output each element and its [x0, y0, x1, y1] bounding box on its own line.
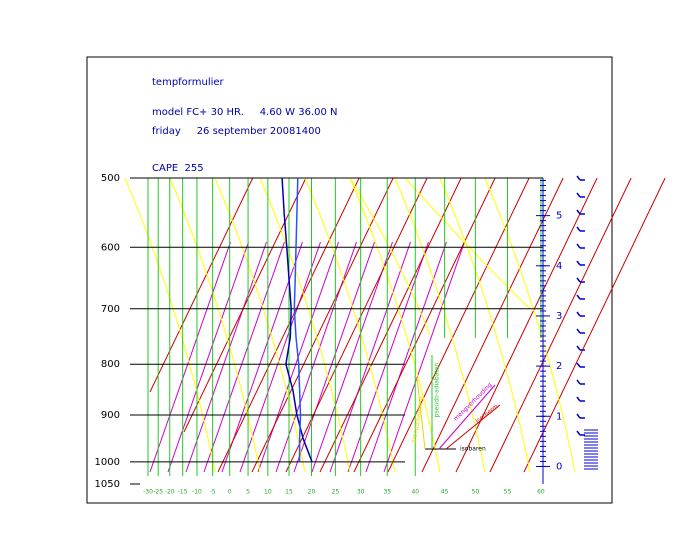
barb — [576, 175, 581, 181]
barb — [576, 311, 581, 317]
mixing-line — [239, 241, 321, 473]
y-tick-label: 500 — [101, 173, 120, 184]
x-tick-label: 40 — [411, 489, 419, 496]
isotherm-line — [149, 177, 254, 393]
legend-line — [438, 384, 496, 450]
x-tick-label: 30 — [357, 489, 365, 496]
dry-adiabat — [259, 177, 351, 473]
dry-adiabat — [349, 177, 431, 336]
x-tick-label: -10 — [192, 489, 202, 496]
subtitle: model FC+ 30 HR. 4.60 W 36.00 N — [152, 107, 338, 118]
x-tick-label: 10 — [264, 489, 272, 496]
barb — [576, 379, 581, 385]
dry-adiabat — [439, 177, 531, 473]
barb — [576, 243, 581, 249]
y-tick-label: 800 — [101, 359, 120, 370]
x-tick-label: 60 — [537, 489, 545, 496]
barb — [576, 345, 581, 351]
y2-tick-label: 1 — [556, 411, 562, 422]
y2-tick-label: 3 — [556, 311, 562, 322]
y2-tick-label: 5 — [556, 211, 562, 222]
isotherm-line — [285, 177, 428, 473]
x-tick-label: 5 — [246, 489, 250, 496]
x-tick-label: 35 — [383, 489, 391, 496]
legend-line — [416, 377, 426, 450]
isotherm-line — [421, 177, 564, 473]
x-tick-label: 20 — [308, 489, 316, 496]
barb — [576, 192, 581, 198]
mixing-line — [167, 241, 249, 473]
x-tick-label: 15 — [285, 489, 293, 496]
date: friday 26 september 20081400 — [152, 126, 321, 137]
barb — [576, 294, 581, 300]
dry-adiabat — [484, 177, 576, 473]
profile-line — [281, 177, 313, 463]
barb — [576, 430, 581, 436]
x-tick-label: 55 — [504, 489, 512, 496]
dry-adiabat — [404, 177, 531, 310]
profile-line — [293, 177, 302, 462]
y-tick-label: 1050 — [95, 479, 120, 490]
y-tick-label: 1000 — [95, 457, 120, 468]
barb — [576, 396, 581, 402]
x-tick-label: -25 — [153, 489, 163, 496]
barb — [576, 226, 581, 232]
dry-adiabat — [394, 177, 486, 473]
barb — [576, 362, 581, 368]
legend-label: isobaren — [460, 446, 486, 453]
mixing-line — [275, 241, 357, 473]
y-tick-label: 700 — [101, 304, 120, 315]
x-tick-label: -5 — [210, 489, 216, 496]
mixing-line — [149, 241, 231, 473]
dry-adiabat — [304, 177, 396, 473]
barb — [576, 413, 581, 419]
x-tick-label: -15 — [178, 489, 188, 496]
mixing-line — [185, 241, 267, 473]
mixing-line — [311, 241, 393, 473]
x-tick-label: 50 — [472, 489, 480, 496]
legend-line — [445, 404, 501, 450]
x-tick-label: -20 — [165, 489, 175, 496]
barb — [576, 209, 581, 215]
mixing-line — [329, 241, 411, 473]
isotherm-line — [387, 177, 530, 473]
y-tick-label: 600 — [101, 242, 120, 253]
x-tick-label: 0 — [228, 489, 232, 496]
dry-adiabat — [124, 177, 216, 473]
mixing-line — [383, 241, 465, 473]
isotherm-line — [523, 177, 666, 473]
frame — [86, 56, 613, 504]
title: tempformulier — [152, 77, 225, 88]
y2-tick-label: 2 — [556, 361, 562, 372]
mixing-line — [365, 241, 447, 473]
isotherm-line — [183, 177, 307, 433]
legend-label: pseudo-adiabaten — [434, 363, 441, 418]
y2-tick-label: 4 — [556, 261, 562, 272]
barb — [576, 260, 581, 266]
y-tick-label: 900 — [101, 410, 120, 421]
isotherm-line — [319, 177, 462, 473]
mixing-line — [293, 241, 375, 473]
dry-adiabat — [169, 177, 261, 473]
isotherm-line — [489, 177, 632, 473]
x-tick-label: 25 — [332, 489, 340, 496]
y2-tick-label: 0 — [556, 461, 562, 472]
barb — [576, 277, 581, 283]
x-tick-label: -30 — [143, 489, 153, 496]
barb — [576, 328, 581, 334]
isotherm-line — [353, 177, 496, 473]
isotherm-line — [455, 177, 598, 473]
x-tick-label: 45 — [441, 489, 449, 496]
cape: CAPE 255 — [152, 163, 204, 174]
mixing-line — [203, 241, 285, 473]
